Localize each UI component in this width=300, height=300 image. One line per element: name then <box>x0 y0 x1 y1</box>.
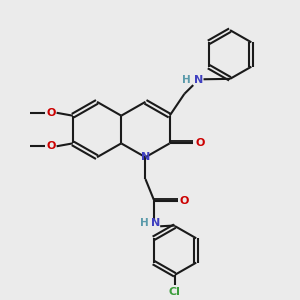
Text: O: O <box>195 138 205 148</box>
Text: N: N <box>151 218 160 228</box>
Text: H: H <box>140 218 148 228</box>
Text: H: H <box>182 75 191 85</box>
Text: N: N <box>194 75 204 85</box>
Text: Cl: Cl <box>169 287 181 297</box>
Text: O: O <box>180 196 189 206</box>
Text: O: O <box>46 141 56 151</box>
Text: O: O <box>46 108 56 118</box>
Text: N: N <box>141 152 150 162</box>
